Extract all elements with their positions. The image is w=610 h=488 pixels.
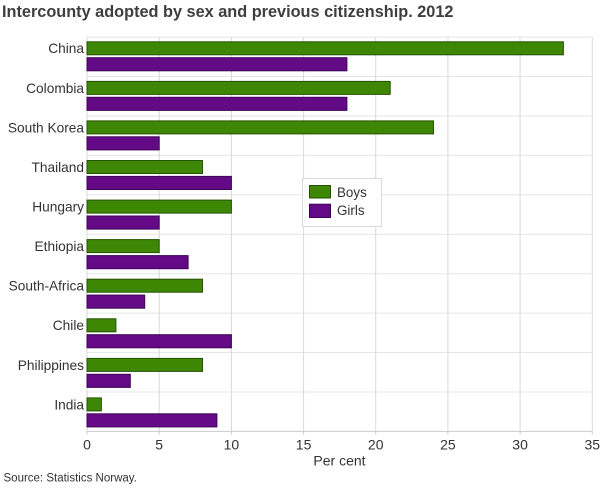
svg-text:South-Africa: South-Africa xyxy=(9,279,85,294)
svg-text:Per cent: Per cent xyxy=(313,453,365,469)
svg-text:South Korea: South Korea xyxy=(8,120,84,135)
svg-text:Chile: Chile xyxy=(53,318,84,333)
svg-text:Thailand: Thailand xyxy=(31,160,84,175)
svg-text:Hungary: Hungary xyxy=(32,200,84,215)
svg-text:5: 5 xyxy=(155,436,163,452)
svg-text:Source: Statistics Norway.: Source: Statistics Norway. xyxy=(4,472,137,484)
svg-text:0: 0 xyxy=(83,436,91,452)
svg-text:25: 25 xyxy=(440,436,456,452)
svg-text:Intercounty adopted by sex and: Intercounty adopted by sex and previous … xyxy=(2,3,453,21)
svg-text:Philippines: Philippines xyxy=(18,358,84,373)
svg-text:India: India xyxy=(54,397,84,412)
svg-text:Boys: Boys xyxy=(337,185,367,200)
svg-text:Girls: Girls xyxy=(337,203,365,218)
svg-text:15: 15 xyxy=(296,436,312,452)
svg-text:China: China xyxy=(48,41,84,56)
svg-text:30: 30 xyxy=(512,436,528,452)
svg-text:Ethiopia: Ethiopia xyxy=(35,239,85,254)
svg-text:35: 35 xyxy=(585,436,601,452)
svg-text:20: 20 xyxy=(368,436,384,452)
svg-text:10: 10 xyxy=(224,436,240,452)
svg-text:Colombia: Colombia xyxy=(26,81,84,96)
